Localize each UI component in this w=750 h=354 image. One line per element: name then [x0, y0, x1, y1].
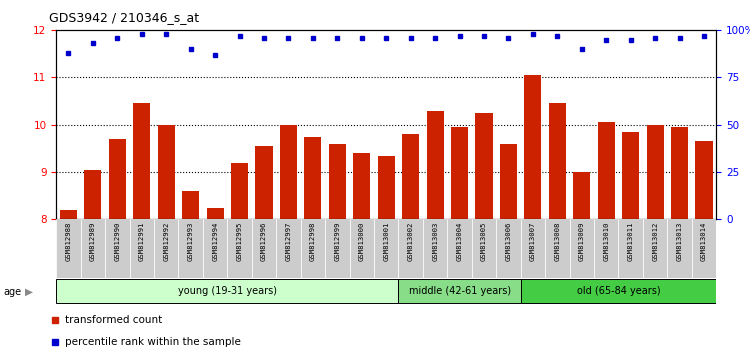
Bar	[56, 219, 81, 278]
Bar	[496, 219, 520, 278]
Bar	[398, 219, 423, 278]
Bar	[252, 219, 276, 278]
Bar	[549, 103, 566, 219]
Bar	[81, 219, 105, 278]
Bar	[524, 75, 542, 219]
Text: GSM812999: GSM812999	[334, 221, 340, 261]
Text: young (19-31 years): young (19-31 years)	[178, 286, 277, 296]
Bar	[154, 219, 178, 278]
Text: GSM813010: GSM813010	[603, 221, 609, 261]
Bar	[134, 103, 150, 219]
Bar	[353, 153, 370, 219]
Bar	[350, 219, 374, 278]
Bar	[569, 219, 594, 278]
Text: GSM812992: GSM812992	[164, 221, 170, 261]
Bar	[598, 122, 615, 219]
Bar	[203, 219, 227, 278]
Bar	[378, 155, 394, 219]
Text: GSM813000: GSM813000	[358, 221, 364, 261]
Text: GSM812990: GSM812990	[114, 221, 120, 261]
Bar	[301, 219, 326, 278]
Text: GSM813002: GSM813002	[408, 221, 414, 261]
Text: GSM812995: GSM812995	[236, 221, 242, 261]
Bar	[545, 219, 569, 278]
Bar	[231, 163, 248, 219]
Text: GSM812991: GSM812991	[139, 221, 145, 261]
Bar	[109, 139, 126, 219]
Text: middle (42-61 years): middle (42-61 years)	[409, 286, 511, 296]
Text: GSM813004: GSM813004	[457, 221, 463, 261]
Text: GSM813013: GSM813013	[676, 221, 682, 261]
Bar	[56, 279, 398, 303]
Text: GSM812988: GSM812988	[65, 221, 71, 261]
Text: GSM813007: GSM813007	[530, 221, 536, 261]
Bar	[451, 127, 468, 219]
Bar	[622, 132, 639, 219]
Text: GSM812989: GSM812989	[90, 221, 96, 261]
Bar	[427, 110, 444, 219]
Bar	[447, 219, 472, 278]
Text: GSM813009: GSM813009	[579, 221, 585, 261]
Text: GSM813005: GSM813005	[481, 221, 487, 261]
Text: GSM812996: GSM812996	[261, 221, 267, 261]
Text: GSM813001: GSM813001	[383, 221, 389, 261]
Text: GSM813003: GSM813003	[432, 221, 438, 261]
Bar	[182, 191, 200, 219]
Bar	[646, 125, 664, 219]
Bar	[178, 219, 203, 278]
Text: GSM813012: GSM813012	[652, 221, 658, 261]
Bar	[304, 137, 322, 219]
Text: GSM812994: GSM812994	[212, 221, 218, 261]
Bar	[476, 113, 493, 219]
Bar	[276, 219, 301, 278]
Text: GDS3942 / 210346_s_at: GDS3942 / 210346_s_at	[49, 11, 199, 24]
Bar	[573, 172, 590, 219]
Bar	[695, 141, 712, 219]
Bar	[520, 219, 545, 278]
Bar	[130, 219, 154, 278]
Text: GSM812998: GSM812998	[310, 221, 316, 261]
Bar	[374, 219, 398, 278]
Bar	[402, 134, 419, 219]
Text: GSM812997: GSM812997	[286, 221, 292, 261]
Text: GSM813008: GSM813008	[554, 221, 560, 261]
Bar	[84, 170, 101, 219]
Text: transformed count: transformed count	[65, 315, 163, 325]
Bar	[643, 219, 668, 278]
Text: age: age	[4, 287, 22, 297]
Text: GSM813014: GSM813014	[701, 221, 707, 261]
Bar	[472, 219, 496, 278]
Bar	[619, 219, 643, 278]
Bar	[398, 279, 520, 303]
Bar	[227, 219, 252, 278]
Text: percentile rank within the sample: percentile rank within the sample	[65, 337, 242, 347]
Text: GSM813006: GSM813006	[506, 221, 512, 261]
Bar	[692, 219, 716, 278]
Bar	[326, 219, 350, 278]
Bar	[500, 144, 517, 219]
Bar	[280, 125, 297, 219]
Text: GSM813011: GSM813011	[628, 221, 634, 261]
Bar	[206, 208, 224, 219]
Bar	[328, 144, 346, 219]
Bar	[671, 127, 688, 219]
Text: GSM812993: GSM812993	[188, 221, 194, 261]
Bar	[520, 279, 716, 303]
Bar	[423, 219, 447, 278]
Bar	[594, 219, 619, 278]
Bar	[256, 146, 272, 219]
Bar	[105, 219, 130, 278]
Bar	[668, 219, 692, 278]
Text: old (65-84 years): old (65-84 years)	[577, 286, 660, 296]
Bar	[60, 210, 77, 219]
Text: ▶: ▶	[25, 287, 33, 297]
Bar	[158, 125, 175, 219]
